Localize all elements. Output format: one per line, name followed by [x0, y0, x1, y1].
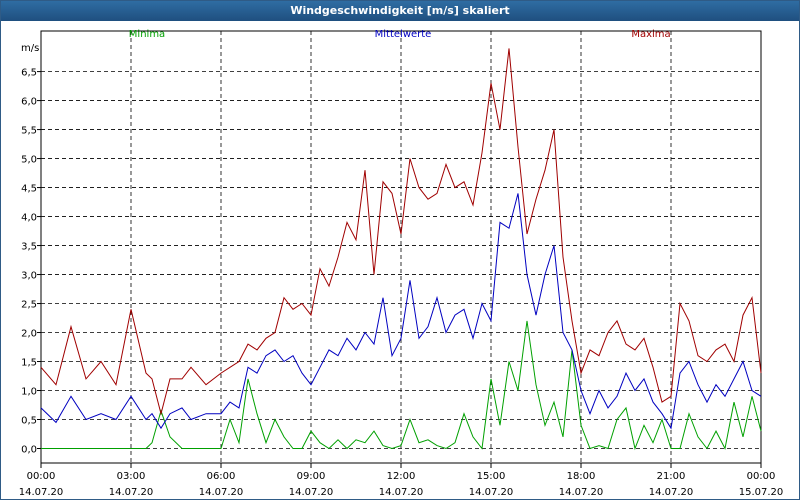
x-tick-time: 00:00	[747, 471, 776, 482]
x-tick-date: 14.07.20	[199, 487, 244, 498]
y-tick-label: 5,0	[21, 155, 37, 166]
y-tick-label: 6,5	[21, 68, 37, 79]
legend-entry-mittelwerte: Mittelwerte	[375, 29, 432, 40]
y-tick-label: 0,0	[21, 445, 37, 456]
window-title: Windgeschwindigkeit [m/s] skaliert	[1, 1, 799, 21]
x-tick-time: 03:00	[117, 471, 146, 482]
y-tick-label: 3,0	[21, 271, 37, 282]
y-tick-label: 1,0	[21, 387, 37, 398]
y-tick-label: 4,5	[21, 184, 37, 195]
y-tick-labels: 0,0 0,5 1,0 1,5 2,0 2,5 3,0 3,5 4,0 4,5 5,0 5,5 6,0 6…	[21, 68, 37, 456]
y-tick-label: 3,5	[21, 242, 37, 253]
x-tick-time: 12:00	[387, 471, 416, 482]
legend-entry-maxima: Maxima	[631, 29, 670, 40]
series-line-maxima	[40, 48, 762, 416]
legend-entry-minima: Minima	[129, 29, 165, 40]
axes	[37, 30, 762, 468]
x-tick-time: 21:00	[657, 471, 686, 482]
x-tick-date: 14.07.20	[19, 487, 64, 498]
series-line-mittelwerte	[40, 193, 762, 430]
y-tick-label: 0,5	[21, 416, 37, 427]
x-tick-time: 06:00	[207, 471, 236, 482]
x-tick-time: 18:00	[567, 471, 596, 482]
x-tick-time: 15:00	[477, 471, 506, 482]
x-tick-time: 09:00	[297, 471, 326, 482]
legend: Minima Mittelwerte Maxima	[129, 29, 671, 40]
x-tick-time: 00:00	[27, 471, 56, 482]
x-tick-date: 14.07.20	[649, 487, 694, 498]
series-line-minima	[41, 320, 762, 451]
series-lines	[40, 48, 762, 451]
y-tick-label: 2,0	[21, 329, 37, 340]
y-tick-label: 4,0	[21, 213, 37, 224]
y-tick-label: 1,5	[21, 358, 37, 369]
y-tick-label: 5,5	[21, 126, 37, 137]
x-tick-date: 15.07.20	[739, 487, 784, 498]
x-tick-date: 14.07.20	[469, 487, 514, 498]
x-tick-date: 14.07.20	[109, 487, 154, 498]
y-tick-label: 6,0	[21, 97, 37, 108]
x-tick-date: 14.07.20	[289, 487, 334, 498]
x-tick-date: 14.07.20	[379, 487, 424, 498]
grid-lines	[41, 31, 761, 463]
x-tick-date: 14.07.20	[559, 487, 604, 498]
y-tick-label: 2,5	[21, 300, 37, 311]
y-axis-label: m/s	[21, 43, 39, 54]
wind-speed-chart: m/s Minima Mittelwerte Maxima 0,0 0,5 1,0 1,5…	[19, 29, 784, 498]
x-tick-labels: 00:00 14.07.20 03:00 14.07.20 06:00 14.07.20 0…	[19, 471, 784, 498]
